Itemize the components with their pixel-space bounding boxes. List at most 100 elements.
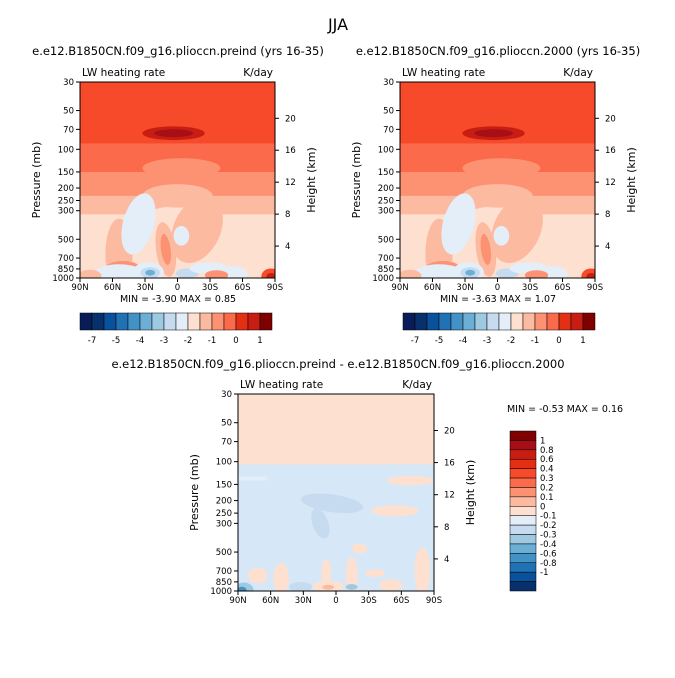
y2-tick-label: 20 xyxy=(605,114,616,124)
colorbar-swatch xyxy=(91,312,105,331)
tongue-core xyxy=(160,233,172,265)
colorbar-swatch xyxy=(509,524,537,535)
colorbar-swatch xyxy=(474,312,488,331)
cool-mid xyxy=(173,225,190,246)
colorbar-swatch xyxy=(414,312,428,331)
colorbar-swatch xyxy=(509,515,537,526)
colorbar-label: 1 xyxy=(540,436,545,446)
colorbar-swatch xyxy=(438,312,452,331)
y-tick-label: 50 xyxy=(221,419,232,429)
colorbar-swatch xyxy=(139,312,153,331)
colorbar: -7 -5 -4 -3 -2 -1 0 1 xyxy=(79,312,273,346)
y2-tick-label: 8 xyxy=(605,210,610,220)
cool-upper xyxy=(441,193,476,255)
contour-field xyxy=(80,82,275,278)
colorbar-swatch xyxy=(175,312,189,331)
cool-mid xyxy=(493,225,510,246)
x-tick-label: 30N xyxy=(136,283,153,293)
y-tick-label: 70 xyxy=(383,125,394,135)
colorbar-swatch xyxy=(235,312,249,331)
cool-upper-2 xyxy=(311,508,330,539)
y-axis-title: Pressure (mb) xyxy=(350,142,363,219)
warm-mid-2 xyxy=(365,569,386,578)
tongue-right xyxy=(171,196,223,263)
y-tick-label: 150 xyxy=(216,480,232,490)
y-tick-label: 250 xyxy=(378,197,394,207)
cool-bl-2 xyxy=(345,583,358,590)
colorbar-label: -1 xyxy=(531,336,539,346)
x-tick-label: 60N xyxy=(424,283,441,293)
stats-text: MIN = -3.90 MAX = 0.85 xyxy=(120,294,236,305)
colorbar-swatch xyxy=(402,312,416,331)
band-dip-3 xyxy=(462,158,541,178)
colorbar-label: -2 xyxy=(184,336,192,346)
y-tick-label: 100 xyxy=(378,145,394,155)
colorbar-swatch xyxy=(510,312,524,331)
x-tick-label: 60N xyxy=(104,283,121,293)
y-tick-label: 300 xyxy=(58,207,74,217)
colorbar-swatch xyxy=(199,312,213,331)
warm-col-2 xyxy=(321,558,332,587)
y-tick-label: 850 xyxy=(378,265,394,275)
colorbar-swatch xyxy=(450,312,464,331)
variable-label: LW heating rate xyxy=(402,67,485,79)
units-label: K/day xyxy=(243,67,273,79)
colorbar-swatch xyxy=(509,430,537,441)
warm-right xyxy=(414,547,431,591)
cool-corner-core xyxy=(238,586,247,591)
x-tick-label: 60S xyxy=(554,283,570,293)
colorbar-swatch xyxy=(223,312,237,331)
colorbar-label: 0.4 xyxy=(540,465,554,475)
colorbar-swatch xyxy=(582,312,596,331)
colorbar: 10.80.60.40.30.20.10-0.1-0.2-0.3-0.4-0.6… xyxy=(509,430,557,592)
colorbar-swatch xyxy=(498,312,512,331)
cool-upper xyxy=(121,193,156,255)
colorbar-label: 1 xyxy=(257,336,262,346)
y-tick-label: 100 xyxy=(58,145,74,155)
y-tick-label: 850 xyxy=(58,265,74,275)
colorbar-swatch xyxy=(259,312,273,331)
colorbar-swatch xyxy=(509,506,537,516)
y-tick-label: 300 xyxy=(216,519,232,529)
panel-3: e.e12.B1850CN.f09_g16.plioccn.preind - e… xyxy=(111,357,623,606)
tropopause-core xyxy=(474,129,514,138)
y-tick-label: 850 xyxy=(216,578,232,588)
x-tick-label: 30S xyxy=(202,283,218,293)
colorbar-swatch xyxy=(151,312,165,331)
tongue-right xyxy=(491,196,543,263)
band-top-cool xyxy=(238,476,268,481)
panel-title: e.e12.B1850CN.f09_g16.plioccn.2000 (yrs … xyxy=(356,44,640,58)
y2-tick-label: 8 xyxy=(285,210,290,220)
colorbar-label: -4 xyxy=(136,336,144,346)
colorbar-label: 0.6 xyxy=(540,455,554,465)
warm-sfc-3 xyxy=(400,269,422,278)
colorbar-swatch xyxy=(509,487,537,498)
x-tick-label: 90S xyxy=(587,283,603,293)
warm-upper xyxy=(371,504,419,517)
colorbar-swatch xyxy=(426,312,440,331)
colorbar-swatch xyxy=(163,312,177,331)
colorbar-swatch xyxy=(509,562,537,573)
colorbar-label: -3 xyxy=(160,336,168,346)
y-tick-label: 30 xyxy=(221,390,232,400)
colorbar-label: -1 xyxy=(540,568,548,578)
tropopause-core xyxy=(154,129,194,138)
y-tick-label: 50 xyxy=(63,107,74,117)
stats-text: MIN = -0.53 MAX = 0.16 xyxy=(507,404,623,415)
colorbar-swatch xyxy=(103,312,117,331)
y-axis-title: Pressure (mb) xyxy=(188,454,201,531)
stats-text: MIN = -3.63 MAX = 1.07 xyxy=(440,294,556,305)
x-tick-label: 30N xyxy=(456,283,473,293)
y-tick-label: 500 xyxy=(58,235,74,245)
cool-min xyxy=(465,269,476,276)
y-tick-label: 70 xyxy=(63,125,74,135)
colorbar-label: -0.3 xyxy=(540,531,557,541)
colorbar-label: -0.6 xyxy=(540,549,557,559)
x-tick-label: 60S xyxy=(393,596,409,606)
colorbar-swatch xyxy=(509,553,537,564)
colorbar-label: -4 xyxy=(459,336,467,346)
colorbar-swatch xyxy=(509,477,537,488)
x-tick-label: 90N xyxy=(391,283,408,293)
y2-tick-label: 8 xyxy=(444,523,449,533)
